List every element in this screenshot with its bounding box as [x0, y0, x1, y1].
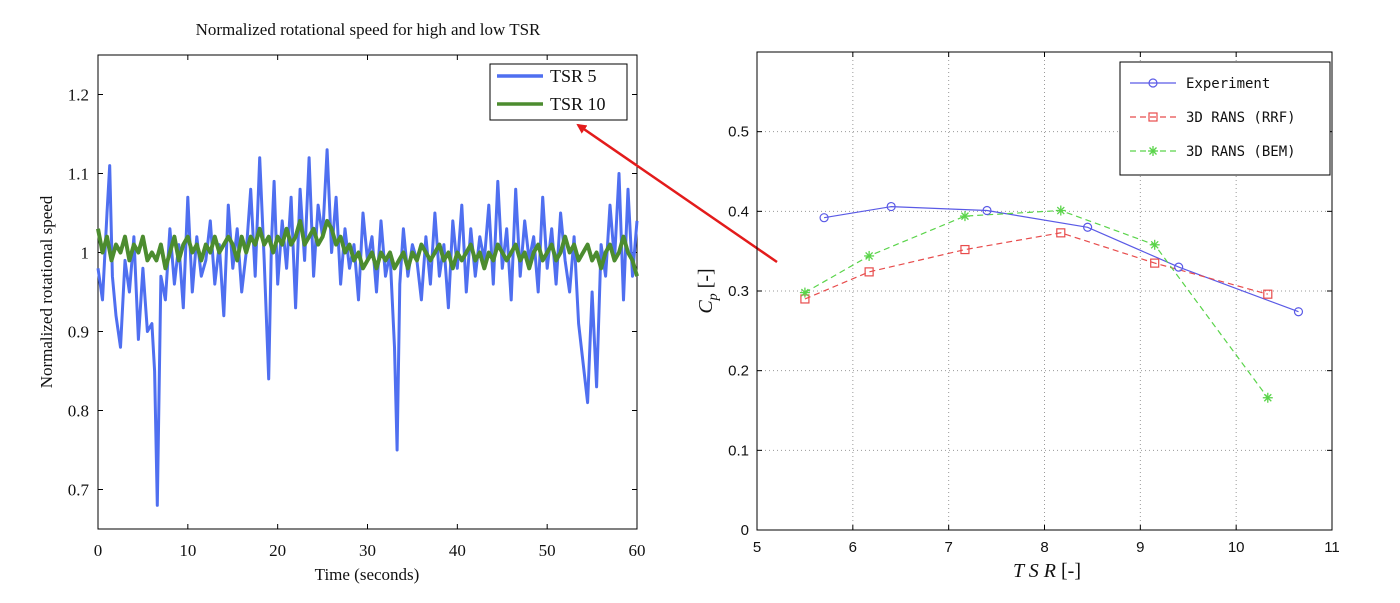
y-tick-label: 0.2 [728, 363, 749, 380]
x-tick-label: 5 [753, 539, 761, 556]
legend-label-experiment: Experiment [1186, 76, 1270, 92]
x-tick-label: 50 [539, 541, 556, 560]
x-axis-label: Time (seconds) [315, 565, 420, 584]
series-lines [804, 205, 1299, 399]
data-point-experiment [886, 201, 896, 212]
data-point-experiment [1083, 222, 1093, 232]
data-point-3d-rans-bem [959, 211, 970, 222]
legend-label-3d-rans-bem: 3D RANS (BEM) [1186, 144, 1296, 160]
x-tick-label: 10 [1228, 539, 1245, 556]
legend-box [489, 63, 628, 121]
data-point-experiment [819, 213, 829, 223]
data-point-experiment [1174, 262, 1184, 272]
legend: Experiment 3D RANS (RRF) 3D RANS (BEM) [1119, 61, 1331, 176]
legend-label-tsr10: TSR 10 [550, 94, 606, 114]
series-line-tsr-5 [96, 148, 639, 507]
y-tick-labels: 0 0.1 0.2 0.3 0.4 0.5 [728, 124, 749, 539]
series-line-tsr-10 [96, 218, 639, 277]
y-tick-label: 0.7 [68, 481, 90, 500]
legend-box [1119, 61, 1331, 176]
legend-marker-3d-rans-rrf [1148, 112, 1158, 122]
series-line-experiment [824, 205, 1299, 313]
data-point-3d-rans-rrf [864, 267, 874, 277]
x-axis-label: T S R [-] [1013, 560, 1081, 582]
legend-marker-3d-rans-bem [1148, 146, 1158, 156]
data-point-3d-rans-bem [1055, 205, 1066, 216]
x-tick-label: 8 [1040, 539, 1048, 556]
y-tick-label: 1.1 [68, 165, 89, 184]
legend-label-tsr5: TSR 5 [550, 66, 597, 86]
data-point-3d-rans-bem [1149, 239, 1160, 250]
plot-area-frame [97, 54, 638, 530]
data-point-3d-rans-rrf [960, 244, 970, 255]
data-point-experiment [1293, 307, 1304, 317]
x-tick-label: 11 [1324, 539, 1340, 556]
y-tick-label: 0.9 [68, 323, 89, 342]
y-tick-label: 0.5 [728, 124, 749, 141]
y-axis-label: Normalized rotational speed [37, 195, 56, 388]
data-point-3d-rans-bem [1262, 392, 1273, 403]
chart-title: Normalized rotational speed for high and… [196, 20, 541, 39]
series-lines [96, 148, 639, 507]
x-tick-label: 10 [179, 541, 196, 560]
legend-marker-experiment [1148, 78, 1158, 88]
cp-chart: 5 6 7 8 9 10 11 0 0.1 0.2 0.3 0.4 0.5 T S R [-] Cp … [695, 51, 1340, 582]
data-point-3d-rans-bem [799, 287, 810, 298]
y-tick-label: 0.4 [728, 203, 749, 220]
x-tick-label: 20 [269, 541, 286, 560]
x-tick-label: 60 [629, 541, 646, 560]
y-tick-label: 0.3 [728, 283, 749, 300]
y-tick-label: 1.2 [68, 86, 89, 105]
data-point-3d-rans-rrf [1150, 258, 1160, 268]
legend: TSR 5 TSR 10 [489, 63, 628, 121]
x-tick-label: 7 [944, 539, 952, 556]
y-axis-label: Cp [-] [695, 268, 721, 313]
annotation-arrow [576, 123, 778, 264]
speed-chart: Normalized rotational speed for high and… [37, 20, 646, 584]
x-tick-labels: 5 6 7 8 9 10 11 [753, 539, 1340, 556]
series-line-3d-rans-bem [804, 209, 1269, 399]
y-tick-label: 0.8 [68, 402, 89, 421]
series-markers [799, 201, 1304, 403]
x-tick-label: 30 [359, 541, 376, 560]
data-point-3d-rans-rrf [1263, 289, 1273, 299]
data-point-3d-rans-bem [864, 250, 875, 261]
y-tick-labels: 0.7 0.8 0.9 1 1.1 1.2 [68, 86, 90, 500]
x-tick-labels: 0 10 20 30 40 50 60 [94, 541, 646, 560]
y-tick-label: 1 [81, 244, 90, 263]
x-tick-label: 40 [449, 541, 466, 560]
legend-label-3d-rans-rrf: 3D RANS (RRF) [1186, 110, 1296, 126]
data-point-3d-rans-rrf [1056, 228, 1066, 238]
data-point-experiment [982, 205, 992, 216]
x-tick-label: 9 [1136, 539, 1144, 556]
series-line-3d-rans-rrf [804, 232, 1268, 300]
y-tick-label: 0 [741, 522, 749, 539]
x-tick-label: 6 [849, 539, 857, 556]
y-tick-label: 0.1 [728, 442, 749, 459]
tick-marks [97, 55, 638, 529]
x-tick-label: 0 [94, 541, 103, 560]
